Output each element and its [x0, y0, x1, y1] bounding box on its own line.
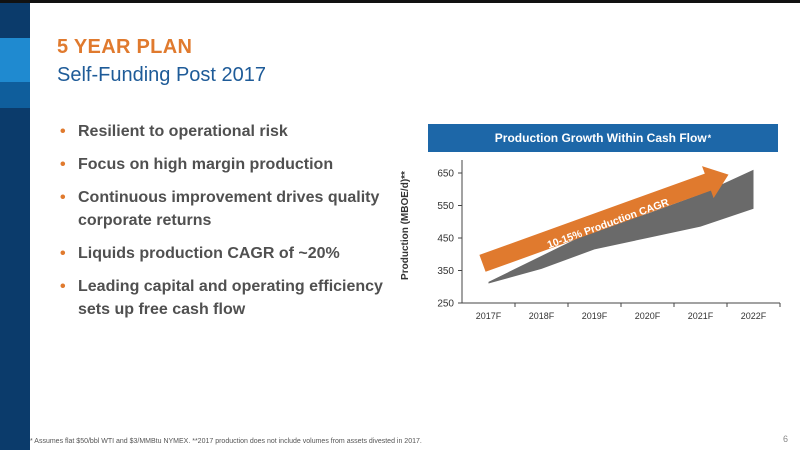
footnote: * Assumes flat $50/bbl WTI and $3/MMBtu … [30, 438, 422, 445]
y-tick-label: 450 [437, 234, 454, 245]
x-tick-label: 2020F [635, 311, 661, 321]
bullet-item: Leading capital and operating efficiency… [58, 275, 388, 321]
slide-title: 5 YEAR PLAN [57, 36, 193, 58]
bullet-item: Resilient to operational risk [58, 120, 388, 143]
y-axis-label-wrap: Production (MBOE/d)** [398, 165, 412, 285]
bullet-item: Focus on high margin production [58, 153, 388, 176]
y-tick-label: 550 [437, 201, 454, 212]
y-tick-label: 250 [437, 299, 454, 310]
x-tick-label: 2021F [688, 311, 714, 321]
chart-header: Production Growth Within Cash Flow * [428, 124, 778, 152]
bullet-item: Continuous improvement drives quality co… [58, 186, 388, 232]
y-tick-label: 350 [437, 266, 454, 277]
cagr-arrow [479, 166, 729, 272]
production-range-area [488, 169, 754, 284]
production-chart: 250 350 450 550 650 2017F 2018F 2019F 2020F 2021F… [437, 160, 781, 321]
bullet-list: Resilient to operational risk Focus on h… [58, 120, 388, 331]
chart-header-marker: * [707, 133, 712, 143]
chart-header-title: Production Growth Within Cash Flow [494, 131, 707, 145]
left-accent-block [0, 38, 30, 82]
y-axis-label: Production (MBOE/d)** [399, 170, 411, 280]
top-rule [0, 0, 800, 3]
slide-subtitle: Self-Funding Post 2017 [57, 64, 267, 86]
bullet-item: Liquids production CAGR of ~20% [58, 242, 388, 265]
x-tick-label: 2018F [529, 311, 555, 321]
x-tick-label: 2022F [741, 311, 767, 321]
page-number: 6 [782, 434, 788, 444]
left-accent-block-2 [0, 82, 30, 108]
x-tick-label: 2019F [582, 311, 608, 321]
x-tick-label: 2017F [476, 311, 502, 321]
y-tick-label: 650 [437, 169, 454, 180]
